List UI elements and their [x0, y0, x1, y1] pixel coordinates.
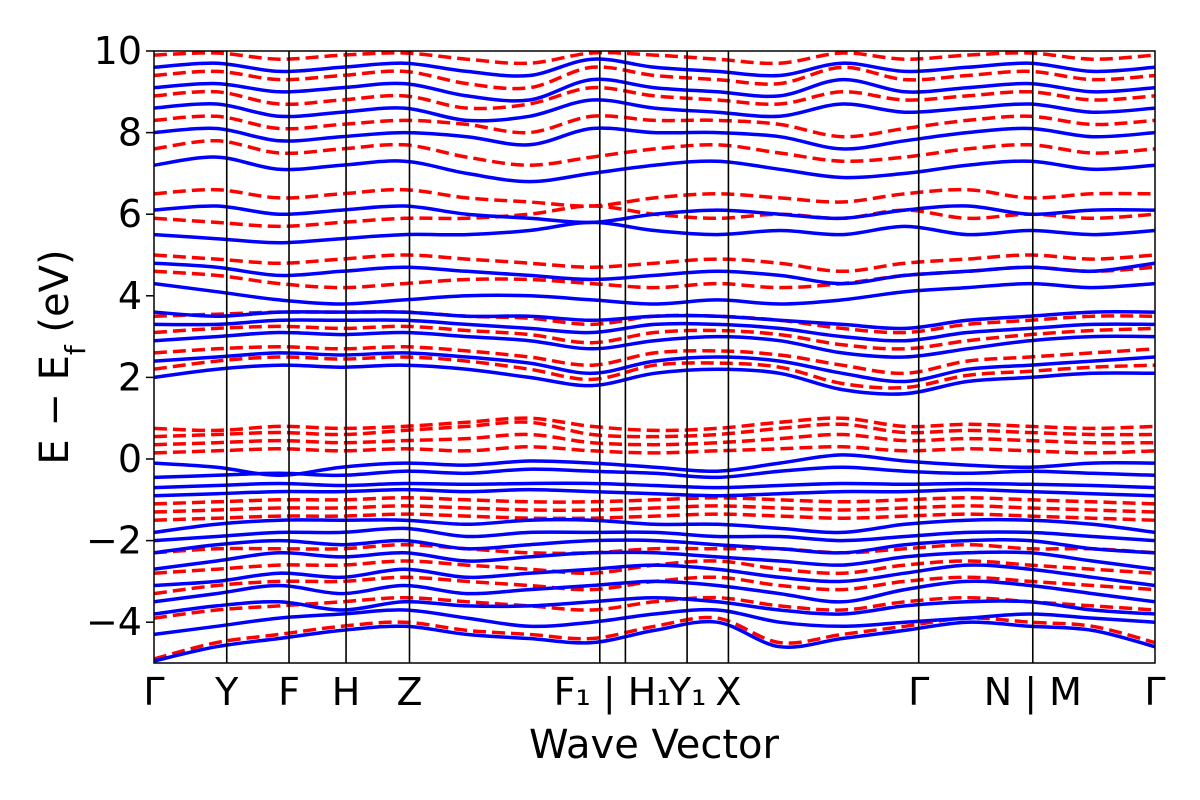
solid-band-line — [154, 481, 1155, 490]
x-tick-label: Γ — [908, 670, 929, 714]
dashed-band-line — [154, 51, 1155, 66]
dashed-band-line — [154, 139, 1155, 167]
solid-band-line — [154, 538, 1155, 555]
solid-band-line — [154, 281, 1155, 306]
solid-band-line — [154, 595, 1155, 616]
dashed-band-line — [154, 187, 1155, 208]
solid-band-line — [154, 550, 1155, 571]
solid-band-line — [154, 261, 1155, 286]
x-tick-label: Γ — [143, 670, 164, 714]
solid-bands-group — [154, 57, 1155, 663]
x-tick-label: F — [278, 670, 300, 714]
dashed-band-line — [154, 504, 1155, 514]
dashed-band-line — [154, 65, 1155, 91]
solid-band-line — [154, 77, 1155, 103]
solid-band-line — [154, 204, 1155, 225]
x-tick-label: F₁ | H₁ — [554, 670, 672, 715]
y-tick-label: 10 — [94, 29, 142, 73]
x-tick-label: Y — [214, 670, 239, 714]
dashed-band-line — [154, 416, 1155, 433]
solid-band-line — [154, 310, 1155, 331]
y-tick-label: −2 — [86, 519, 142, 563]
y-axis-label: E − Ef (eV) — [32, 249, 92, 464]
solid-band-line — [154, 526, 1155, 543]
dashed-band-line — [154, 512, 1155, 522]
y-tick-label: 4 — [118, 274, 142, 318]
high-symmetry-lines — [225, 51, 1034, 663]
x-tick-label: Y₁ — [667, 670, 706, 714]
x-tick-label: Z — [396, 670, 422, 714]
dashed-band-line — [154, 85, 1155, 111]
y-tick-label: 8 — [118, 111, 142, 155]
solid-band-line — [154, 98, 1155, 123]
solid-band-line — [154, 619, 1155, 663]
dashed-band-line — [154, 265, 1155, 290]
dashed-band-line — [154, 324, 1155, 351]
dashed-band-line — [154, 345, 1155, 376]
y-tick-label: 6 — [118, 192, 142, 236]
y-tick-label: 0 — [118, 437, 142, 481]
dashed-band-line — [154, 595, 1155, 620]
solid-band-line — [154, 487, 1155, 498]
solid-band-line — [154, 126, 1155, 151]
y-tick-label: 2 — [118, 355, 142, 399]
solid-band-line — [154, 57, 1155, 78]
dashed-band-line — [154, 542, 1155, 556]
solid-band-line — [154, 155, 1155, 184]
dashed-band-line — [154, 496, 1155, 506]
solid-band-line — [154, 351, 1155, 384]
dashed-band-line — [154, 355, 1155, 390]
dashed-band-line — [154, 114, 1155, 139]
x-tick-label: X — [715, 670, 741, 714]
plot-frame — [153, 50, 1156, 664]
solid-band-line — [154, 363, 1155, 396]
y-axis-label-subscript: f — [59, 344, 92, 355]
solid-band-line — [154, 465, 1155, 480]
x-tick-label: N | M — [984, 670, 1082, 715]
x-axis-label: Wave Vector — [529, 722, 780, 768]
solid-band-line — [154, 220, 1155, 245]
solid-band-line — [154, 318, 1155, 343]
x-tick-label: Γ — [1144, 670, 1165, 714]
y-axis-ticks: −4 −2 0 2 4 6 8 10 — [86, 29, 154, 644]
solid-band-line — [154, 607, 1155, 637]
dashed-band-line — [154, 432, 1155, 447]
solid-band-line — [154, 517, 1155, 535]
dashed-band-line — [154, 253, 1155, 274]
y-tick-label: −4 — [86, 600, 142, 644]
x-tick-label: H — [332, 670, 361, 714]
solid-band-line — [154, 330, 1155, 359]
dashed-band-line — [154, 420, 1155, 439]
solid-band-line — [154, 579, 1155, 604]
solid-band-line — [154, 453, 1155, 478]
solid-band-line — [154, 563, 1155, 588]
dashed-band-line — [154, 444, 1155, 455]
